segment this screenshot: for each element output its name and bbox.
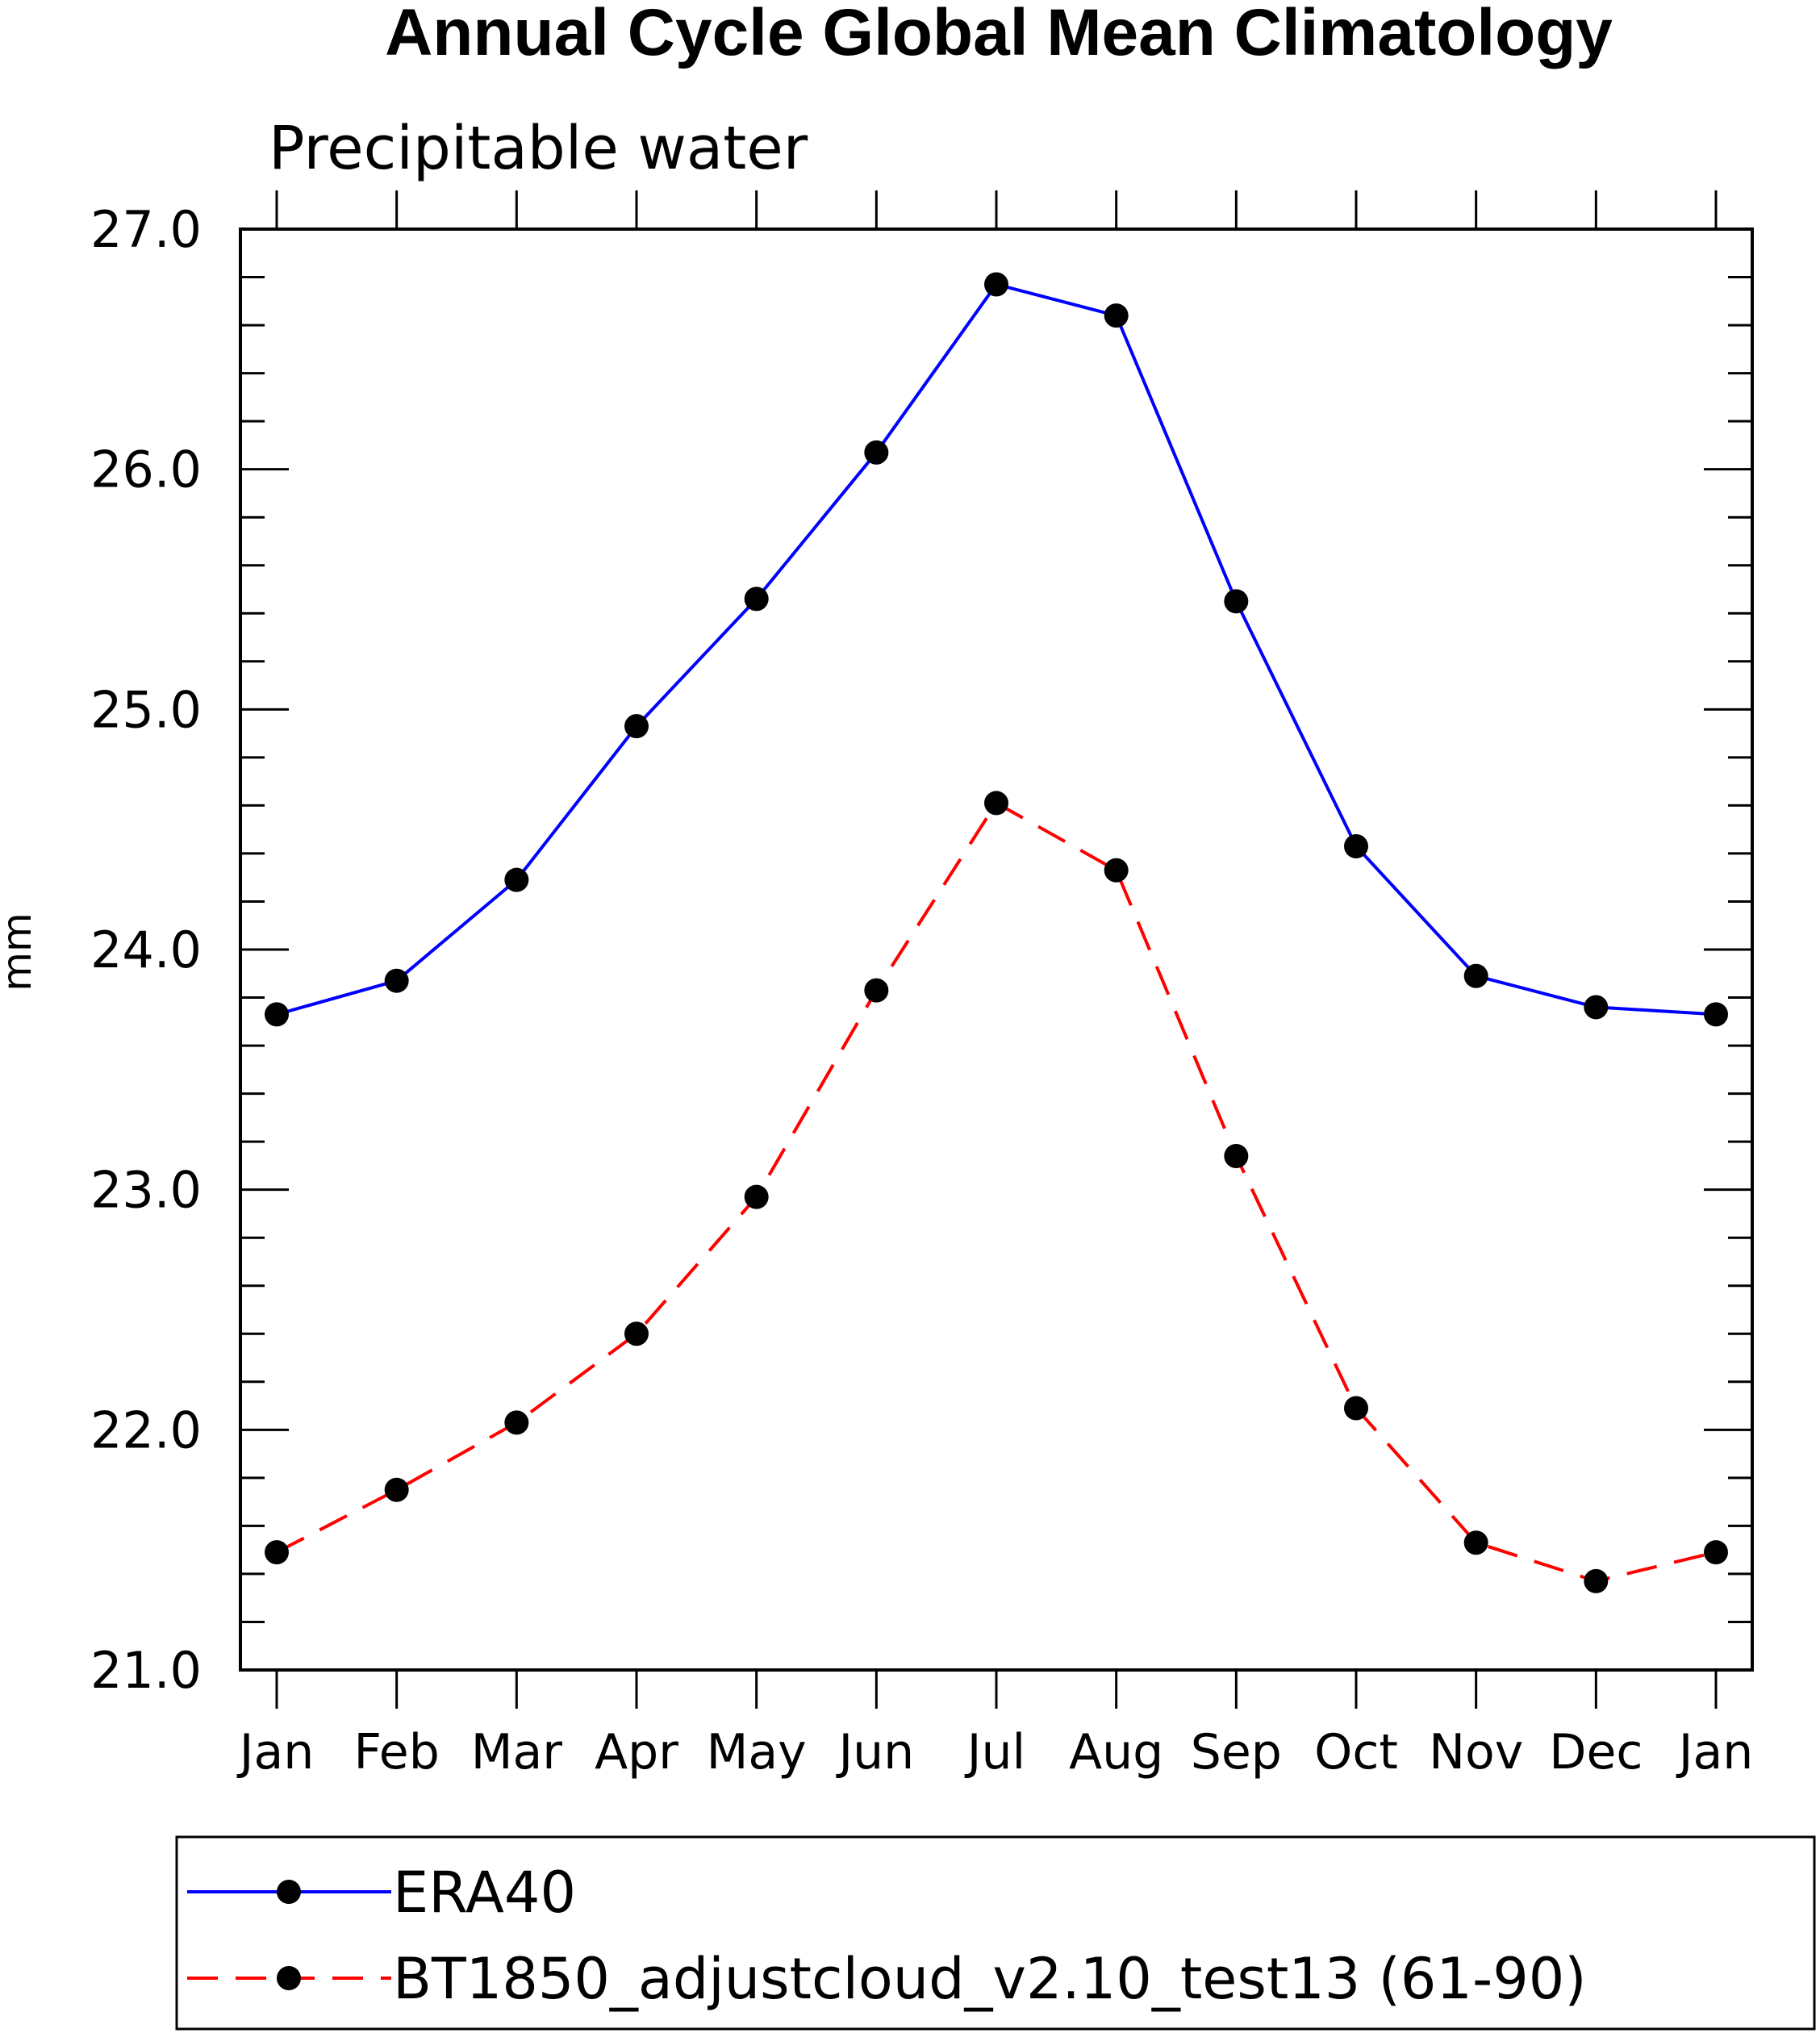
data-point (744, 1184, 769, 1209)
data-point (384, 968, 409, 993)
data-point (864, 440, 889, 465)
y-tick-label: 27.0 (90, 200, 202, 259)
x-tick-label: Jan (1676, 1724, 1754, 1780)
legend-marker-1 (277, 1880, 301, 1904)
legend-box (175, 1835, 1816, 2031)
data-point (864, 978, 889, 1003)
series-line-1 (276, 282, 1717, 1016)
legend-label-1: ERA40 (393, 1860, 576, 1926)
x-tick-label: Jul (964, 1724, 1025, 1780)
plot-frame (239, 228, 1754, 1672)
data-point (984, 272, 1008, 297)
y-tick-label: 21.0 (90, 1641, 202, 1700)
data-point (1224, 1143, 1249, 1168)
data-point (624, 1321, 649, 1346)
legend: ERA40 BT1850_adjustcloud_v2.10_test13 (61… (175, 1835, 1816, 2031)
x-tick-label: Sep (1191, 1724, 1282, 1780)
data-point (504, 867, 529, 892)
plot-area: 21.0 22.0 23.0 24.0 25.0 26.0 27.0 Jan Feb Mar Apr… (90, 190, 1754, 1780)
data-point (504, 1410, 529, 1435)
x-tick-label: Dec (1549, 1724, 1643, 1780)
x-tick-label: Feb (354, 1724, 440, 1780)
y-tick-label: 25.0 (90, 680, 202, 739)
y-tick-label: 24.0 (90, 920, 202, 979)
data-point (265, 1540, 289, 1565)
data-point (1344, 1396, 1368, 1421)
data-point (984, 791, 1008, 816)
data-point (1584, 1568, 1609, 1593)
x-tick-label: Nov (1429, 1724, 1523, 1780)
data-point (744, 587, 769, 612)
data-point (1104, 303, 1129, 328)
data-point (1224, 589, 1249, 614)
data-point (384, 1477, 409, 1502)
x-tick-label: Jan (236, 1724, 315, 1780)
data-point (1344, 834, 1368, 859)
y-tick-label: 26.0 (90, 440, 202, 499)
series-line-2 (276, 801, 1717, 1583)
x-tick-label: Apr (595, 1724, 678, 1780)
legend-marker-2 (277, 1966, 301, 1990)
x-tick-label: Aug (1069, 1724, 1163, 1780)
data-point (624, 714, 649, 739)
y-axis-label: mm (0, 912, 40, 991)
data-point (1104, 858, 1129, 883)
x-tick-label: Jun (835, 1724, 914, 1780)
data-point (1463, 963, 1488, 988)
data-point (1704, 1002, 1728, 1027)
y-tick-label: 23.0 (90, 1161, 202, 1220)
data-point (1584, 995, 1609, 1020)
chart-subtitle: Precipitable water (269, 114, 808, 183)
chart-title: Annual Cycle Global Mean Climatology (385, 0, 1613, 69)
data-point (1463, 1530, 1488, 1555)
data-point (265, 1002, 289, 1027)
x-tick-label: Oct (1314, 1724, 1398, 1780)
x-tick-label: May (707, 1724, 807, 1780)
x-tick-label: Mar (471, 1724, 563, 1780)
legend-label-2: BT1850_adjustcloud_v2.10_test13 (61-90) (393, 1946, 1587, 2012)
y-tick-label: 22.0 (90, 1401, 202, 1459)
data-point (1704, 1540, 1728, 1565)
